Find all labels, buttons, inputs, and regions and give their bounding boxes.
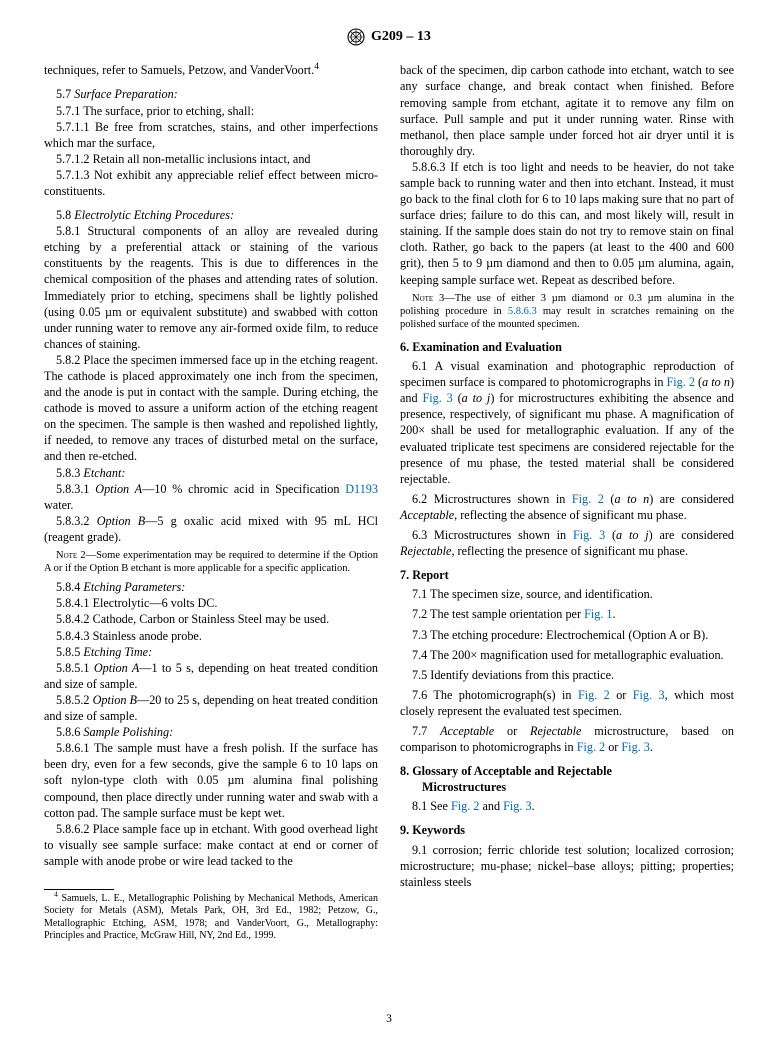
link-fig3[interactable]: Fig. 3 bbox=[633, 688, 665, 702]
sec-5-8-4-2: 5.8.4.2 Cathode, Carbon or Stainless Ste… bbox=[44, 611, 378, 627]
sec-5-8-5-1: 5.8.5.1 Option A—1 to 5 s, depending on … bbox=[44, 660, 378, 692]
sec-7-6: 7.6 The photomicrograph(s) in Fig. 2 or … bbox=[400, 687, 734, 719]
link-fig2[interactable]: Fig. 2 bbox=[577, 740, 605, 754]
link-fig1[interactable]: Fig. 1 bbox=[584, 607, 612, 621]
sec-8-1: 8.1 See Fig. 2 and Fig. 3. bbox=[400, 798, 734, 814]
link-fig3[interactable]: Fig. 3 bbox=[503, 799, 531, 813]
body-columns: techniques, refer to Samuels, Petzow, an… bbox=[44, 62, 734, 943]
page: G209 – 13 techniques, refer to Samuels, … bbox=[0, 0, 778, 1041]
sec-5-8-4-1: 5.8.4.1 Electrolytic—6 volts DC. bbox=[44, 595, 378, 611]
astm-logo-icon bbox=[347, 28, 365, 46]
sec-7-5: 7.5 Identify deviations from this practi… bbox=[400, 667, 734, 683]
header: G209 – 13 bbox=[44, 28, 734, 50]
sec-6-1: 6.1 A visual examination and photographi… bbox=[400, 358, 734, 487]
note-3: Note 3—The use of either 3 µm diamond or… bbox=[400, 292, 734, 331]
sec-5-7-1-3: 5.7.1.3 Not exhibit any appreciable reli… bbox=[44, 167, 378, 199]
sec-6-3: 6.3 Microstructures shown in Fig. 3 (a t… bbox=[400, 527, 734, 559]
sec-5-8-2: 5.8.2 Place the specimen immersed face u… bbox=[44, 352, 378, 465]
link-5-8-6-3[interactable]: 5.8.6.3 bbox=[508, 306, 537, 317]
heading-8b: Microstructures bbox=[400, 779, 734, 795]
heading-8a: 8. Glossary of Acceptable and Rejectable bbox=[400, 763, 734, 779]
sec-7-2: 7.2 The test sample orientation per Fig.… bbox=[400, 606, 734, 622]
sec-9-1: 9.1 corrosion; ferric chloride test solu… bbox=[400, 842, 734, 890]
intro-line: techniques, refer to Samuels, Petzow, an… bbox=[44, 62, 378, 78]
page-number: 3 bbox=[0, 1012, 778, 1027]
sec-5-7: 5.7 Surface Preparation: bbox=[44, 86, 378, 102]
sec-7-3: 7.3 The etching procedure: Electrochemic… bbox=[400, 627, 734, 643]
sec-5-8-4: 5.8.4 Etching Parameters: bbox=[44, 579, 378, 595]
link-fig2[interactable]: Fig. 2 bbox=[572, 492, 604, 506]
heading-6: 6. Examination and Evaluation bbox=[400, 339, 734, 355]
sec-5-8-6-3: 5.8.6.3 If etch is too light and needs t… bbox=[400, 159, 734, 288]
sec-5-8-4-3: 5.8.4.3 Stainless anode probe. bbox=[44, 628, 378, 644]
footnote-4: 4 Samuels, L. E., Metallographic Polishi… bbox=[44, 893, 378, 943]
sec-5-8-3-2: 5.8.3.2 Option B—5 g oxalic acid mixed w… bbox=[44, 513, 378, 545]
link-fig3[interactable]: Fig. 3 bbox=[573, 528, 605, 542]
heading-8-block: 8. Glossary of Acceptable and Rejectable… bbox=[400, 763, 734, 795]
sec-5-8-3-1: 5.8.3.1 Option A—10 % chromic acid in Sp… bbox=[44, 481, 378, 513]
sec-6-2: 6.2 Microstructures shown in Fig. 2 (a t… bbox=[400, 491, 734, 523]
note-2: Note 2—Some experimentation may be requi… bbox=[44, 549, 378, 575]
sec-5-8-3: 5.8.3 Etchant: bbox=[44, 465, 378, 481]
heading-9: 9. Keywords bbox=[400, 822, 734, 838]
link-fig3[interactable]: Fig. 3 bbox=[422, 391, 452, 405]
footnote-block: 4 Samuels, L. E., Metallographic Polishi… bbox=[44, 889, 378, 943]
sec-5-8-6-2-cont: back of the specimen, dip carbon cathode… bbox=[400, 62, 734, 159]
designation-code: G209 – 13 bbox=[371, 28, 431, 46]
sec-5-8-1: 5.8.1 Structural components of an alloy … bbox=[44, 223, 378, 352]
sec-5-8-6-1: 5.8.6.1 The sample must have a fresh pol… bbox=[44, 740, 378, 820]
link-fig3[interactable]: Fig. 3 bbox=[621, 740, 649, 754]
sec-5-8-6-2: 5.8.6.2 Place sample face up in etchant.… bbox=[44, 821, 378, 869]
sec-5-7-1-2: 5.7.1.2 Retain all non-metallic inclusio… bbox=[44, 151, 378, 167]
sec-5-8-5: 5.8.5 Etching Time: bbox=[44, 644, 378, 660]
link-fig2[interactable]: Fig. 2 bbox=[578, 688, 610, 702]
sec-5-7-1-1: 5.7.1.1 Be free from scratches, stains, … bbox=[44, 119, 378, 151]
sec-5-8-5-2: 5.8.5.2 Option B—20 to 25 s, depending o… bbox=[44, 692, 378, 724]
link-fig2[interactable]: Fig. 2 bbox=[451, 799, 479, 813]
sec-5-7-1: 5.7.1 The surface, prior to etching, sha… bbox=[44, 103, 378, 119]
heading-7: 7. Report bbox=[400, 567, 734, 583]
link-d1193[interactable]: D1193 bbox=[345, 482, 378, 496]
sec-7-1: 7.1 The specimen size, source, and ident… bbox=[400, 586, 734, 602]
sec-5-8: 5.8 Electrolytic Etching Procedures: bbox=[44, 207, 378, 223]
link-fig2[interactable]: Fig. 2 bbox=[667, 375, 695, 389]
sec-7-7: 7.7 Acceptable or Rejectable microstruct… bbox=[400, 723, 734, 755]
sec-7-4: 7.4 The 200× magnification used for meta… bbox=[400, 647, 734, 663]
sec-5-8-6: 5.8.6 Sample Polishing: bbox=[44, 724, 378, 740]
